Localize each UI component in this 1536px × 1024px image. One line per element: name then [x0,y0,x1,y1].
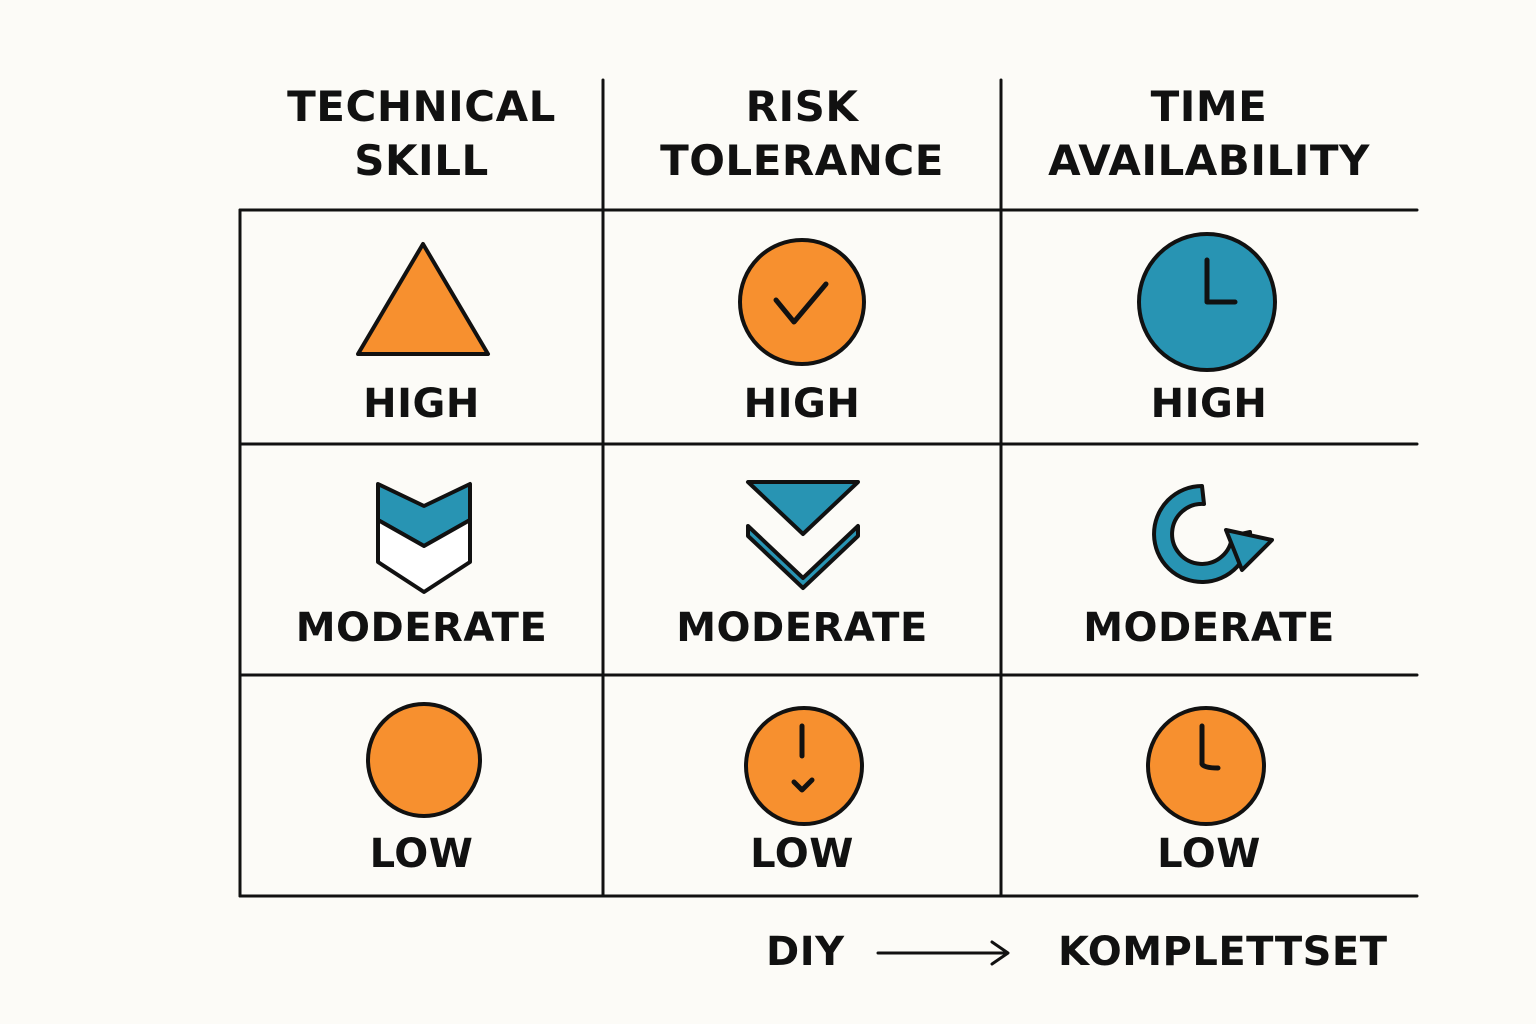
footer-right-label: KOMPLETTSET [1058,929,1388,975]
cell-label: HIGH [1150,381,1268,427]
clock-icon [1137,232,1277,372]
header-time-availability: TIME AVAILABILITY [1048,82,1370,185]
cell-label: HIGH [743,381,861,427]
shield-chevron-icon [376,482,472,594]
double-chevron-down-icon [746,480,860,590]
exclamation-circle-icon [744,706,864,826]
refresh-arrow-icon [1152,484,1274,584]
cell-label: MODERATE [1083,605,1335,651]
checkmark-circle-icon [738,238,866,366]
cell-label: MODERATE [295,605,548,651]
cell-label: LOW [369,831,474,877]
footer-left-label: DIY [766,929,845,975]
right-arrow-icon [876,940,1010,966]
cell-label: MODERATE [676,605,928,651]
cell-label: LOW [750,831,854,877]
header-technical-skill: TECHNICAL SKILL [287,82,556,185]
circle-icon [366,702,482,818]
clock-icon [1146,706,1266,826]
cell-label: LOW [1157,831,1261,877]
triangle-icon [356,242,490,356]
header-risk-tolerance: RISK TOLERANCE [660,82,944,185]
cell-label: HIGH [363,381,480,427]
